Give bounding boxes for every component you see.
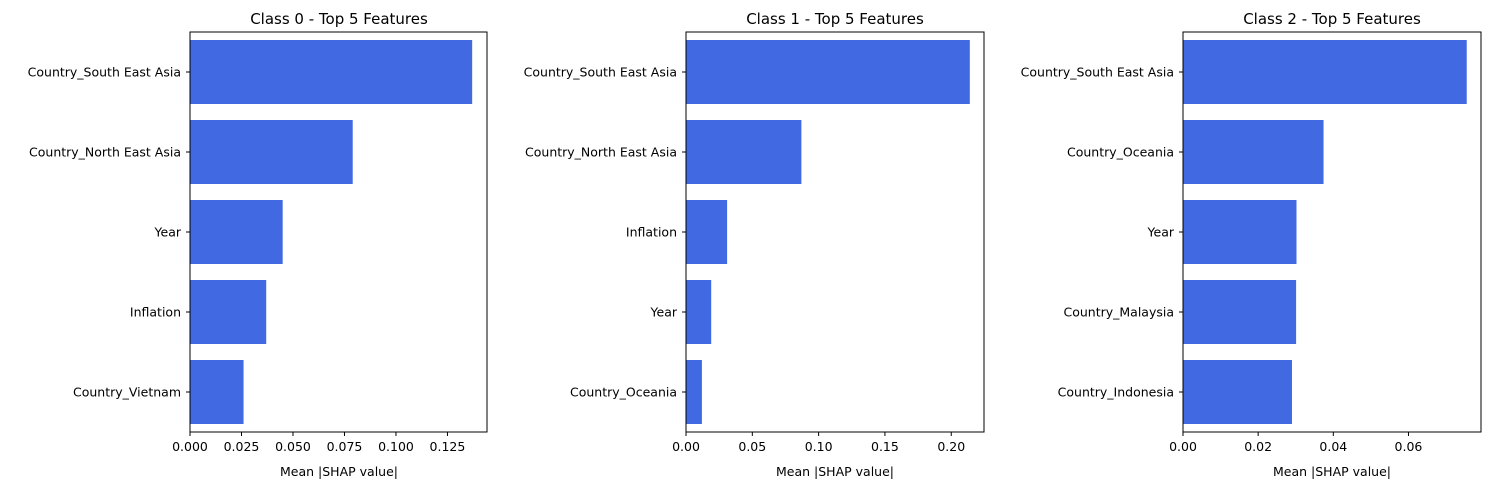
bar [190,40,473,104]
y-tick-label: Inflation [130,305,181,320]
x-ticks: 0.000 0.025 0.050 0.075 0.100 0.125 [172,432,465,454]
bar [686,280,712,344]
bar [190,360,244,424]
y-tick-label: Inflation [626,225,677,240]
y-tick-label: Country_North East Asia [29,145,181,160]
bar [1183,40,1467,104]
bar-group [1183,40,1467,424]
x-tick-label: 0.02 [1244,439,1272,454]
y-tick-label: Country_Oceania [570,385,677,400]
chart-title: Class 1 - Top 5 Features [746,10,924,28]
x-tick-label: 0.15 [871,439,899,454]
plot-frame [189,31,488,433]
x-tick-label: 0.000 [172,439,208,454]
x-ticks: 0.00 0.02 0.04 0.06 [1169,432,1422,454]
bar [686,360,702,424]
bar [1183,280,1297,344]
x-axis-label: Mean |SHAP value| [776,464,894,479]
bar [686,200,728,264]
bar [190,120,353,184]
bar-group [686,40,970,424]
plot-frame [685,31,985,433]
x-tick-label: 0.05 [738,439,766,454]
x-tick-label: 0.025 [224,439,260,454]
y-tick-label: Year [154,225,182,240]
y-tick-label: Country_South East Asia [1021,65,1174,80]
plot-frame [1182,31,1482,433]
y-tick-label: Country_Vietnam [73,385,181,400]
y-tick-label: Country_South East Asia [524,65,677,80]
x-axis-label: Mean |SHAP value| [1273,464,1391,479]
x-tick-label: 0.06 [1395,439,1423,454]
bar [686,120,802,184]
chart-title: Class 0 - Top 5 Features [250,10,428,28]
x-tick-label: 0.20 [937,439,965,454]
subplot-class-1: Class 1 - Top 5 Features Country_South E… [524,10,985,479]
bar [1183,120,1324,184]
bar-group [190,40,473,424]
y-tick-label: Country_South East Asia [28,65,181,80]
y-tick-label: Country_Oceania [1067,145,1174,160]
chart-title: Class 2 - Top 5 Features [1243,10,1421,28]
y-tick-label: Country_North East Asia [525,145,677,160]
x-tick-label: 0.075 [327,439,363,454]
x-tick-label: 0.125 [430,439,466,454]
subplot-class-0: Class 0 - Top 5 Features Country_South E… [28,10,488,479]
bar [1183,200,1297,264]
y-tick-label: Country_Indonesia [1058,385,1174,400]
y-tick-labels: Country_South East Asia Country_Oceania Ye… [1021,65,1183,400]
y-tick-label: Year [1147,225,1175,240]
x-tick-label: 0.10 [805,439,833,454]
y-tick-labels: Country_South East Asia Country_North Eas… [524,65,686,400]
bar [190,200,283,264]
y-tick-label: Year [650,305,678,320]
bar [1183,360,1292,424]
x-tick-label: 0.04 [1319,439,1347,454]
subplot-class-2: Class 2 - Top 5 Features Country_South E… [1021,10,1482,479]
bar [686,40,970,104]
y-tick-labels: Country_South East Asia Country_North Eas… [28,65,190,400]
x-ticks: 0.00 0.05 0.10 0.15 0.20 [672,432,965,454]
x-tick-label: 0.00 [1169,439,1197,454]
x-tick-label: 0.100 [378,439,414,454]
x-tick-label: 0.00 [672,439,700,454]
y-tick-label: Country_Malaysia [1063,305,1174,320]
bar [190,280,267,344]
x-axis-label: Mean |SHAP value| [280,464,398,479]
x-tick-label: 0.050 [275,439,311,454]
